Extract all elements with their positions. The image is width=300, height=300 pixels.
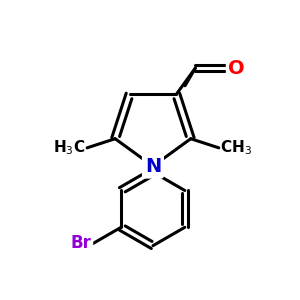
Text: H$_3$C: H$_3$C [53, 139, 86, 157]
Text: O: O [228, 58, 244, 78]
Text: N: N [145, 157, 161, 176]
Text: CH$_3$: CH$_3$ [220, 139, 252, 157]
Text: Br: Br [71, 235, 92, 253]
